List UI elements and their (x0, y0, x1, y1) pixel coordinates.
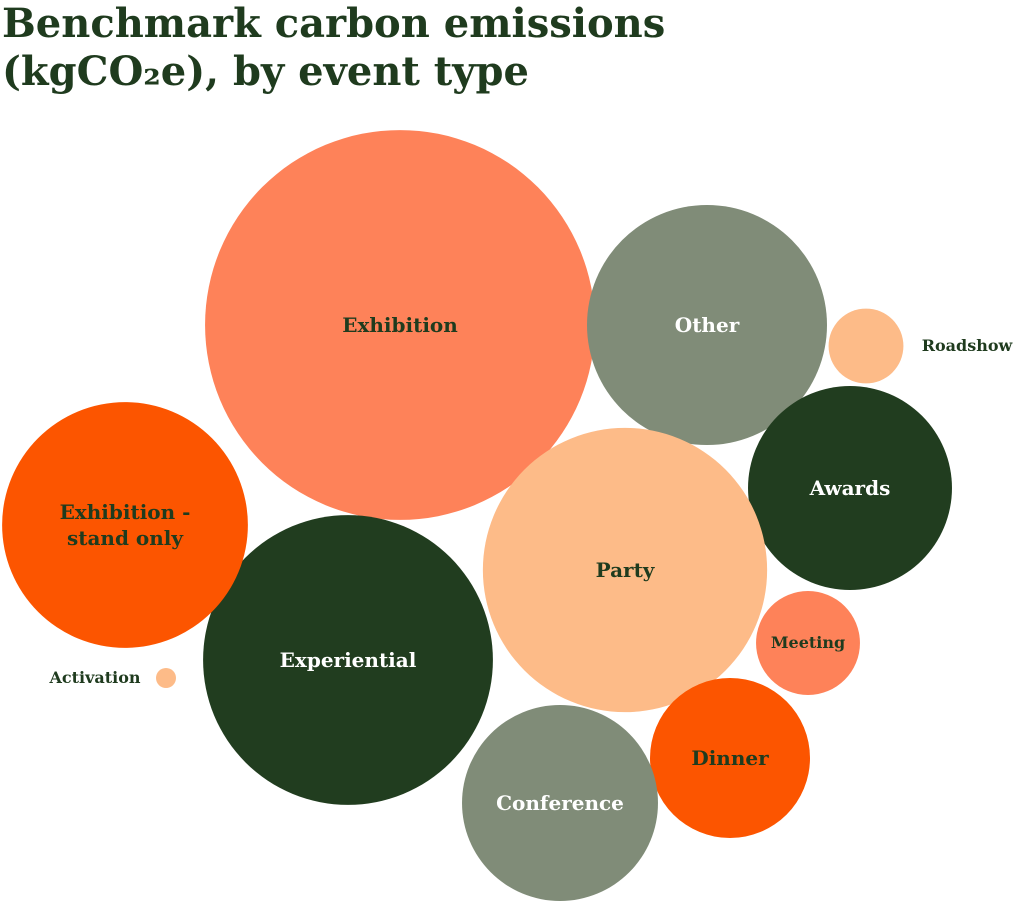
bubble-label: Conference (496, 791, 624, 815)
bubble-label: Exhibition - stand only (59, 500, 191, 550)
bubble (756, 591, 860, 695)
bubble (462, 705, 658, 901)
bubble (205, 130, 595, 520)
bubble (482, 427, 768, 713)
bubble (203, 515, 493, 805)
bubble-label: Meeting (770, 633, 846, 652)
bubble-label: Activation (49, 668, 141, 687)
bubble (2, 402, 248, 648)
bubble-label: Dinner (691, 746, 769, 770)
bubble-label: Roadshow (921, 336, 1013, 355)
bubble (156, 668, 176, 688)
bubble (748, 386, 952, 590)
chart-title: Benchmark carbon emissions (kgCO₂e), by … (2, 0, 666, 95)
bubble (650, 678, 810, 838)
bubble-label: Other (674, 313, 740, 337)
bubble-label: Experiential (279, 648, 417, 672)
bubble-label: Party (595, 558, 655, 582)
bubble (587, 205, 827, 445)
bubble (828, 308, 904, 384)
bubble-label: Awards (809, 476, 891, 500)
bubble-label: Exhibition (342, 313, 458, 337)
